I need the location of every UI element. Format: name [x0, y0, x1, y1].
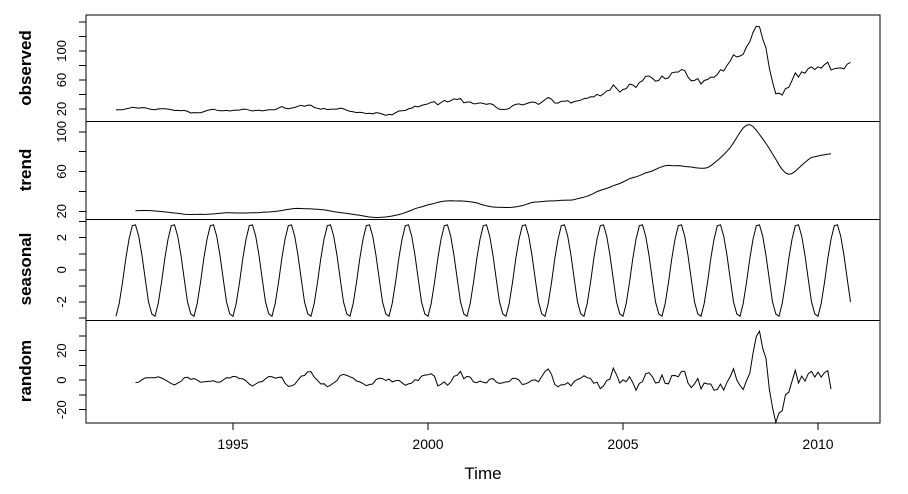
panel-label-seasonal: seasonal	[16, 232, 35, 306]
plot-frame	[85, 14, 881, 424]
y-tick-label-trend-60: 60	[54, 164, 69, 178]
x-tick-label-2000: 2000	[412, 436, 443, 452]
y-axis-ticks-trend	[79, 131, 86, 212]
observed-series-line	[115, 25, 851, 116]
x-axis-title: Time	[464, 464, 502, 483]
panel-label-random: random	[16, 339, 35, 403]
y-tick-label-trend-20: 20	[54, 204, 69, 218]
y-tick-label-random-20: 20	[54, 343, 69, 357]
y-tick-label-random--20: -20	[54, 400, 69, 419]
y-axis-ticks-seasonal	[79, 221, 86, 319]
seasonal-series-line	[115, 224, 851, 318]
y-tick-label-observed-100: 100	[54, 40, 69, 62]
y-tick-label-seasonal-2: 2	[54, 234, 69, 241]
y-tick-label-random-0: 0	[54, 376, 69, 383]
x-tick-label-1995: 1995	[217, 436, 248, 452]
y-axis-ticks-observed	[79, 21, 86, 110]
panel-label-trend: trend	[16, 148, 35, 192]
y-tick-label-observed-60: 60	[54, 73, 69, 87]
y-tick-label-seasonal-0: 0	[54, 266, 69, 273]
x-tick-label-2005: 2005	[607, 436, 638, 452]
random-series-line	[135, 329, 832, 425]
trend-series-line	[135, 124, 832, 219]
y-tick-label-observed-20: 20	[54, 102, 69, 116]
y-axis-ticks-random	[79, 335, 86, 411]
x-axis-ticks	[232, 423, 819, 430]
panel-label-observed: observed	[16, 30, 35, 106]
y-tick-label-seasonal--2: -2	[54, 296, 69, 308]
x-tick-label-2010: 2010	[802, 436, 833, 452]
y-tick-label-trend-100: 100	[54, 121, 69, 143]
